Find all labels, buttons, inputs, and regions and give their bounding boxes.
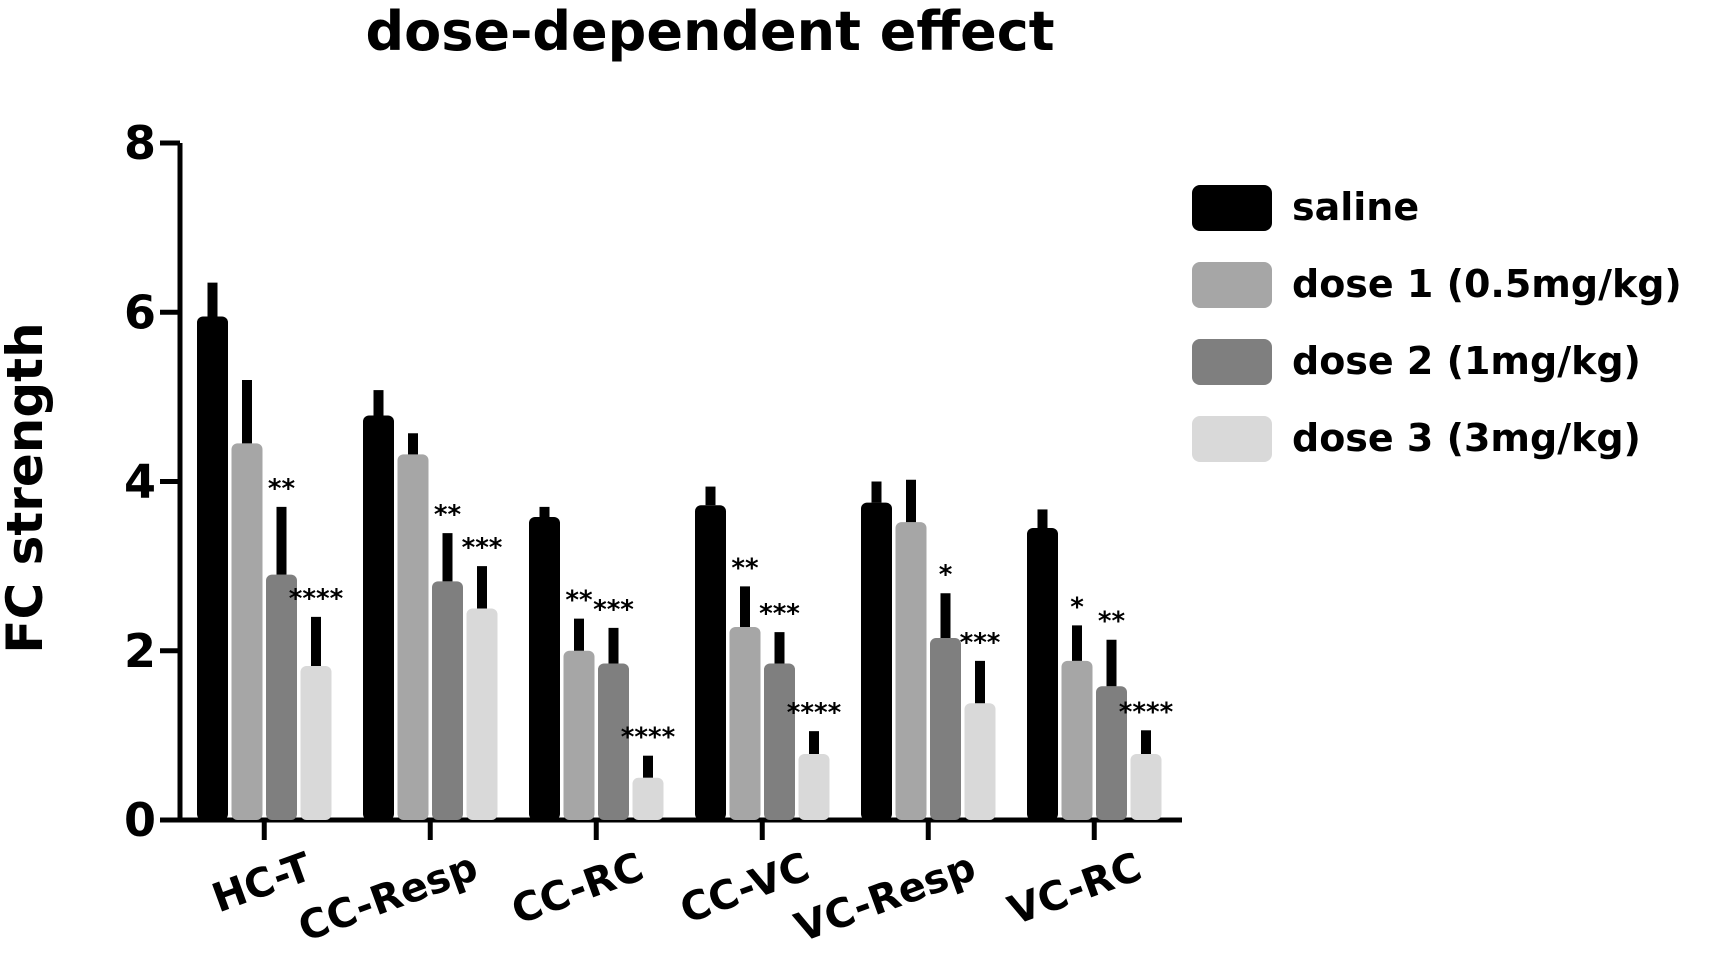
legend-label: dose 1 (0.5mg/kg) (1292, 262, 1682, 306)
bar (764, 663, 795, 820)
bar (1130, 753, 1162, 820)
significance-label: ** (565, 586, 593, 616)
y-tick-label: 6 (124, 285, 156, 339)
y-tick-label: 0 (124, 793, 156, 847)
x-tick-label: VC-RC (1002, 844, 1147, 934)
bar (1027, 528, 1058, 820)
bar (466, 608, 498, 820)
significance-label: * (1070, 592, 1084, 622)
bar (266, 574, 297, 820)
legend-swatch (1192, 262, 1272, 308)
bar (798, 753, 830, 820)
significance-label: *** (593, 595, 634, 625)
significance-label: **** (1119, 697, 1174, 727)
significance-label: ** (731, 553, 759, 583)
legend-label: dose 2 (1mg/kg) (1292, 339, 1641, 383)
bar (861, 502, 892, 820)
y-axis-ticks: 0 2 4 6 8 (124, 116, 180, 847)
significance-label: ** (268, 474, 296, 504)
bar (964, 703, 996, 820)
significance-label: **** (289, 584, 344, 614)
y-axis-label: FC strength (0, 322, 54, 653)
y-tick-label: 8 (124, 116, 156, 170)
significance-label: * (939, 560, 953, 590)
bar (397, 454, 429, 820)
bar (895, 522, 927, 820)
legend-swatch (1192, 185, 1272, 231)
bar (231, 443, 263, 820)
x-tick-label: CC-Resp (293, 844, 484, 951)
y-tick-label: 2 (124, 624, 156, 678)
bar (1096, 686, 1127, 820)
legend-label: saline (1292, 185, 1419, 229)
bar-series: ************* ********************* ****** (197, 282, 1174, 820)
legend-label: dose 3 (3mg/kg) (1292, 416, 1641, 460)
bar (432, 581, 463, 820)
bar (598, 663, 629, 820)
significance-label: ** (434, 500, 462, 530)
x-tick-label: CC-RC (506, 844, 650, 934)
significance-label: **** (621, 723, 676, 753)
y-tick-label: 4 (124, 455, 156, 509)
bar (363, 415, 394, 820)
legend-swatch (1192, 416, 1272, 462)
bar (529, 517, 560, 820)
bar (695, 505, 726, 820)
chart-title: dose-dependent effect (365, 0, 1054, 63)
significance-label: *** (960, 628, 1001, 658)
bar (300, 665, 332, 820)
bar (197, 316, 228, 820)
bar (930, 638, 961, 820)
legend: saline dose 1 (0.5mg/kg) dose 2 (1mg/kg) do… (1192, 185, 1682, 462)
bar (729, 627, 761, 820)
significance-label: ** (1098, 607, 1126, 637)
significance-label: *** (759, 599, 800, 629)
bar (632, 777, 664, 820)
significance-label: **** (787, 698, 842, 728)
bar (563, 650, 595, 820)
legend-swatch (1192, 339, 1272, 385)
x-tick-label: VC-Resp (789, 844, 982, 952)
bar (1061, 660, 1093, 820)
significance-label: *** (462, 533, 503, 563)
